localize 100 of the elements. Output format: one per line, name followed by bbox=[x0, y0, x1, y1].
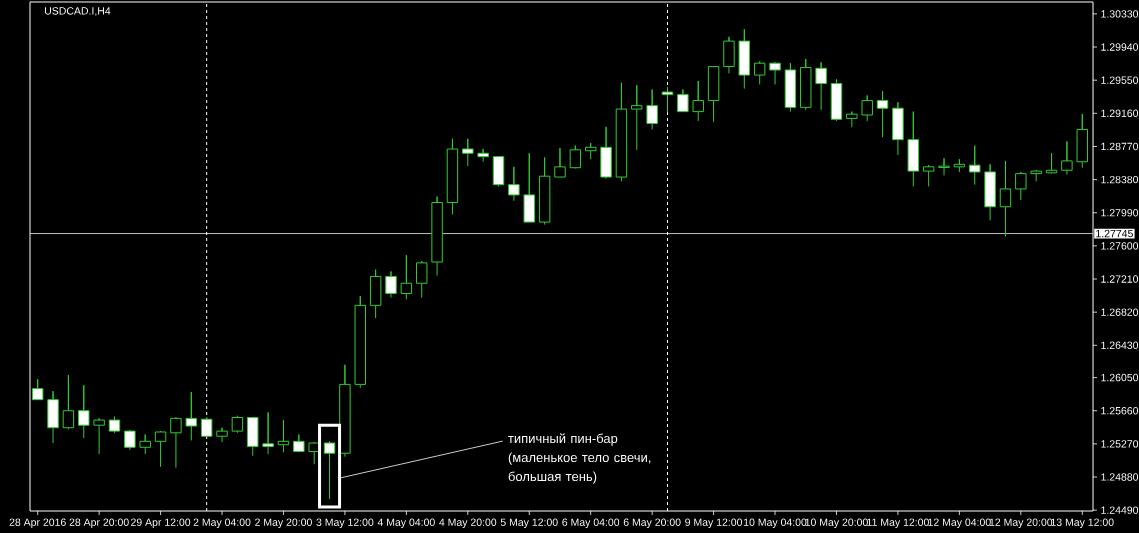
candlestick bbox=[47, 390, 59, 444]
candlestick bbox=[231, 415, 244, 434]
candlestick bbox=[277, 419, 290, 453]
y-tick-label: 1.30330 bbox=[1101, 10, 1139, 18]
candlestick bbox=[846, 111, 858, 128]
y-tick-label: 1.24880 bbox=[1101, 473, 1139, 481]
candlestick bbox=[815, 61, 827, 111]
candlestick bbox=[1015, 171, 1027, 201]
candlestick bbox=[308, 441, 320, 465]
candlestick bbox=[400, 254, 413, 300]
candlestick bbox=[139, 434, 151, 455]
candlestick bbox=[523, 152, 535, 223]
candlestick bbox=[631, 84, 643, 151]
chart-title: USDCAD.I,H4 bbox=[45, 7, 111, 16]
candlestick bbox=[1030, 169, 1042, 182]
y-tick-label: 1.25660 bbox=[1101, 407, 1139, 415]
x-tick-label: 4 May 20:00 bbox=[439, 518, 497, 529]
candlestick bbox=[615, 82, 628, 182]
candlestick bbox=[584, 142, 597, 160]
y-tick-label: 1.28380 bbox=[1101, 175, 1139, 184]
x-tick-label: 6 May 20:00 bbox=[623, 518, 681, 529]
candlestick bbox=[554, 147, 566, 178]
x-tick-label: 12 May 20:00 bbox=[989, 518, 1053, 529]
y-tick-label: 1.27600 bbox=[1101, 242, 1139, 250]
candlestick bbox=[1061, 140, 1073, 175]
candlestick bbox=[753, 60, 766, 85]
candlestick bbox=[600, 126, 612, 180]
x-tick-label: 9 May 12:00 bbox=[685, 518, 743, 529]
candlestick bbox=[293, 434, 305, 453]
candlestick bbox=[369, 269, 382, 319]
candlestick bbox=[1076, 113, 1088, 169]
y-tick-label: 1.26430 bbox=[1101, 341, 1139, 350]
candlestick bbox=[124, 429, 136, 451]
x-tick-label: 10 May 20:00 bbox=[805, 518, 868, 529]
candlestick bbox=[738, 28, 751, 90]
candlestick bbox=[784, 62, 797, 113]
x-tick-label: 4 May 04:00 bbox=[377, 518, 435, 529]
y-tick-label: 1.29940 bbox=[1101, 43, 1139, 51]
candlestick bbox=[984, 163, 996, 221]
candlestick bbox=[170, 417, 182, 469]
candlestick bbox=[262, 411, 274, 455]
candlestick bbox=[323, 440, 336, 500]
x-tick-label: 28 Apr 2016 bbox=[9, 518, 66, 529]
candlestick bbox=[247, 417, 259, 457]
candlestick bbox=[108, 416, 121, 434]
x-tick-label: 2 May 20:00 bbox=[255, 518, 312, 529]
y-tick-label: 1.25270 bbox=[1101, 440, 1139, 448]
candlestick bbox=[969, 145, 981, 186]
candlestick bbox=[185, 391, 198, 441]
candlestick bbox=[876, 90, 889, 138]
candlestick bbox=[800, 58, 812, 111]
candlestick bbox=[93, 417, 105, 455]
candlestick bbox=[999, 160, 1012, 238]
candlestick bbox=[538, 157, 551, 226]
candlestick bbox=[78, 384, 90, 439]
x-tick-label: 5 May 12:00 bbox=[500, 518, 558, 529]
y-tick-label: 1.29550 bbox=[1101, 76, 1139, 84]
candlestick bbox=[339, 364, 351, 458]
candlestick bbox=[646, 89, 658, 130]
ref-line-label: 1.27745 bbox=[1096, 229, 1133, 238]
x-tick-label: 12 May 04:00 bbox=[928, 518, 991, 529]
candlestick bbox=[216, 427, 228, 443]
candlestick bbox=[892, 101, 904, 156]
candlestick bbox=[922, 164, 935, 187]
candlestick bbox=[707, 66, 720, 123]
candlestick bbox=[431, 196, 443, 277]
y-tick-label: 1.27990 bbox=[1101, 209, 1139, 217]
candlestick bbox=[416, 260, 428, 299]
candlestick bbox=[477, 148, 489, 163]
y-tick-label: 1.24490 bbox=[1101, 506, 1139, 514]
candlestick bbox=[462, 138, 474, 167]
x-tick-label: 28 Apr 20:00 bbox=[69, 518, 129, 529]
candlestick bbox=[446, 138, 459, 215]
candlestick bbox=[677, 89, 689, 113]
y-tick-label: 1.29160 bbox=[1101, 109, 1139, 118]
candlestick bbox=[62, 374, 75, 430]
y-tick-label: 1.26050 bbox=[1101, 373, 1139, 382]
candlestick bbox=[692, 80, 704, 122]
candlestick bbox=[569, 145, 582, 170]
candlestick bbox=[830, 78, 843, 122]
y-tick-label: 1.28770 bbox=[1101, 142, 1139, 151]
y-tick-label: 1.27210 bbox=[1101, 275, 1139, 283]
candlestick bbox=[907, 111, 920, 187]
x-tick-label: 11 May 12:00 bbox=[867, 518, 929, 529]
candlestick bbox=[938, 157, 950, 176]
x-tick-label: 3 May 12:00 bbox=[316, 518, 374, 529]
x-tick-label: 29 Apr 12:00 bbox=[131, 518, 191, 529]
candlestick bbox=[385, 270, 397, 299]
candlestick bbox=[154, 430, 167, 468]
candlestick bbox=[492, 156, 505, 187]
candlestick bbox=[861, 94, 873, 122]
candlestick bbox=[953, 158, 966, 173]
x-tick-label: 6 May 04:00 bbox=[562, 518, 620, 529]
candlestick bbox=[508, 166, 520, 202]
annotation: типичный пин-бар (маленькое тело свечи, большая тень) bbox=[508, 433, 651, 484]
candlestick bbox=[723, 36, 735, 74]
x-tick-label: 2 May 04:00 bbox=[193, 518, 251, 529]
candlestick bbox=[769, 61, 781, 85]
candlestick bbox=[354, 295, 366, 389]
x-tick-label: 10 May 04:00 bbox=[744, 518, 807, 529]
